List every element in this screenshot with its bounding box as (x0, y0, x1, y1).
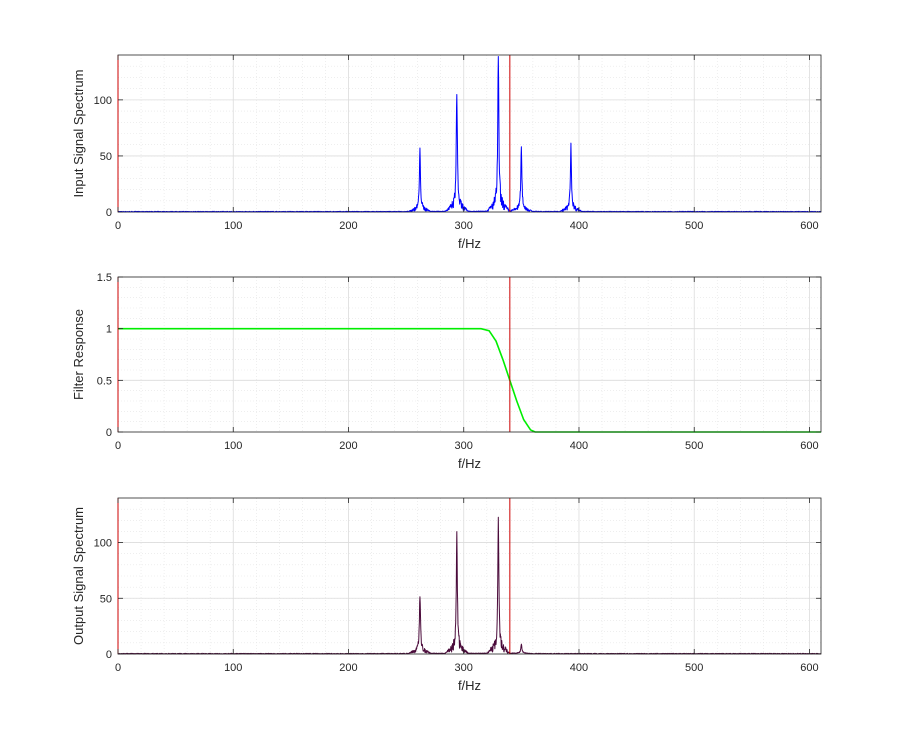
y-tick-label: 50 (100, 593, 112, 605)
x-tick-label: 100 (224, 662, 242, 674)
output-spectrum-panel: 0 100 200 300 400 500 600 0 50 100 f/Hz … (71, 497, 822, 693)
y-axis-label: Filter Response (71, 309, 86, 400)
series-line (118, 327, 821, 433)
x-tick-label: 600 (800, 440, 818, 452)
x-tick-label: 300 (455, 440, 473, 452)
y-tick-label: 0 (106, 649, 112, 661)
y-tick-label: 100 (94, 95, 112, 107)
y-tick-label: 0.5 (97, 375, 112, 387)
x-tick-label: 500 (685, 662, 703, 674)
x-tick-label: 400 (570, 662, 588, 674)
x-axis-label: f/Hz (458, 236, 481, 251)
x-tick-label: 300 (455, 220, 473, 232)
x-tick-label: 400 (570, 440, 588, 452)
plot-area (118, 277, 821, 432)
x-tick-label: 100 (224, 440, 242, 452)
x-tick-label: 200 (339, 440, 357, 452)
y-axis-label: Output Signal Spectrum (71, 507, 86, 645)
x-tick-label: 0 (115, 220, 121, 232)
x-tick-label: 500 (685, 440, 703, 452)
filter-response-panel: 0 100 200 300 400 500 600 0 0.5 1 1.5 f/… (71, 272, 822, 471)
x-tick-label: 300 (455, 662, 473, 674)
x-tick-label: 600 (800, 220, 818, 232)
y-tick-label: 50 (100, 151, 112, 163)
x-tick-label: 200 (339, 220, 357, 232)
x-tick-label: 600 (800, 662, 818, 674)
x-tick-label: 100 (224, 220, 242, 232)
x-tick-label: 400 (570, 220, 588, 232)
x-axis-label: f/Hz (458, 456, 481, 471)
x-tick-label: 0 (115, 662, 121, 674)
x-tick-label: 500 (685, 220, 703, 232)
y-tick-label: 1 (106, 324, 112, 336)
x-tick-label: 200 (339, 662, 357, 674)
y-tick-label: 0 (106, 427, 112, 439)
x-axis-label: f/Hz (458, 678, 481, 693)
x-tick-label: 0 (115, 440, 121, 452)
y-axis-label: Input Signal Spectrum (71, 70, 86, 198)
y-tick-label: 100 (94, 538, 112, 550)
y-tick-label: 1.5 (97, 272, 112, 284)
input-spectrum-panel: 0 100 200 300 400 500 600 0 50 100 f/Hz … (71, 54, 822, 251)
y-tick-label: 0 (106, 207, 112, 219)
